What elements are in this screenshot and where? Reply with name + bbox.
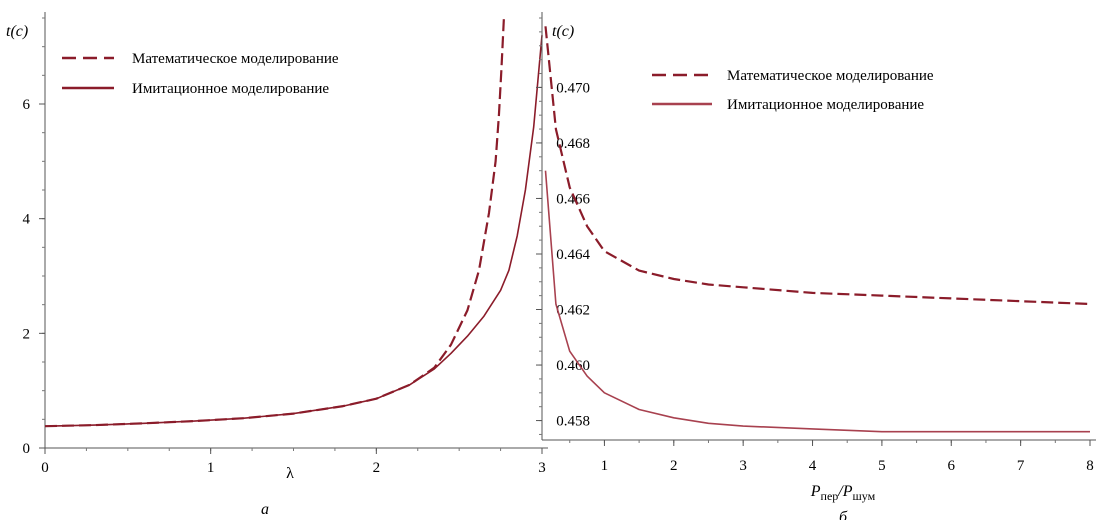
x-tick-label: 1 xyxy=(601,458,609,474)
x-tick-label: 1 xyxy=(207,460,215,476)
x-tick-label: 0 xyxy=(41,460,49,476)
x-axis-label: λ xyxy=(286,465,294,482)
y-tick-label: 0.458 xyxy=(556,414,590,430)
y-tick-label: 2 xyxy=(23,326,31,342)
legend-label: Математическое моделирование xyxy=(132,51,339,67)
x-tick-label: 4 xyxy=(809,458,817,474)
x-tick-label: 2 xyxy=(373,460,381,476)
x-tick-label: 2 xyxy=(670,458,678,474)
series-line-sim xyxy=(44,35,543,427)
chart-b: 1 2 3 4 5 6 7 8 0.458 0.460 0.462 0.464 0.466 0.468 0.… xyxy=(536,12,1096,520)
chart-a: 0 1 2 3 0 2 4 6 t(c) λ а Математическое моделирован… xyxy=(6,12,548,518)
y-tick-label: 0 xyxy=(23,441,31,457)
y-tick-label: 0.466 xyxy=(556,191,590,207)
y-tick-label: 0.462 xyxy=(556,303,590,319)
x-axis-label: Pпер/Pшум xyxy=(810,483,876,503)
legend-label: Имитационное моделирование xyxy=(727,97,924,113)
panel-caption: б xyxy=(839,509,848,520)
y-tick-label: 0.464 xyxy=(556,247,590,263)
y-axis-label: t(c) xyxy=(6,23,28,40)
series-line-math xyxy=(44,17,505,428)
y-tick-label: 4 xyxy=(23,212,31,228)
y-tick-label: 0.468 xyxy=(556,136,590,152)
x-tick-label: 8 xyxy=(1086,458,1094,474)
x-tick-label: 7 xyxy=(1017,458,1025,474)
x-tick-label: 6 xyxy=(948,458,956,474)
x-tick-label: 3 xyxy=(538,460,546,476)
y-tick-label: 6 xyxy=(23,97,31,113)
y-axis-label: t(c) xyxy=(552,23,574,40)
y-tick-label: 0.470 xyxy=(556,80,590,96)
x-tick-label: 3 xyxy=(739,458,747,474)
panel-caption: а xyxy=(261,501,269,518)
y-tick-label: 0.460 xyxy=(556,358,590,374)
legend-label: Имитационное моделирование xyxy=(132,81,329,97)
series-line-sim xyxy=(544,170,1090,433)
series-line-math xyxy=(544,26,1091,306)
x-tick-label: 5 xyxy=(878,458,886,474)
legend-label: Математическое моделирование xyxy=(727,68,934,84)
